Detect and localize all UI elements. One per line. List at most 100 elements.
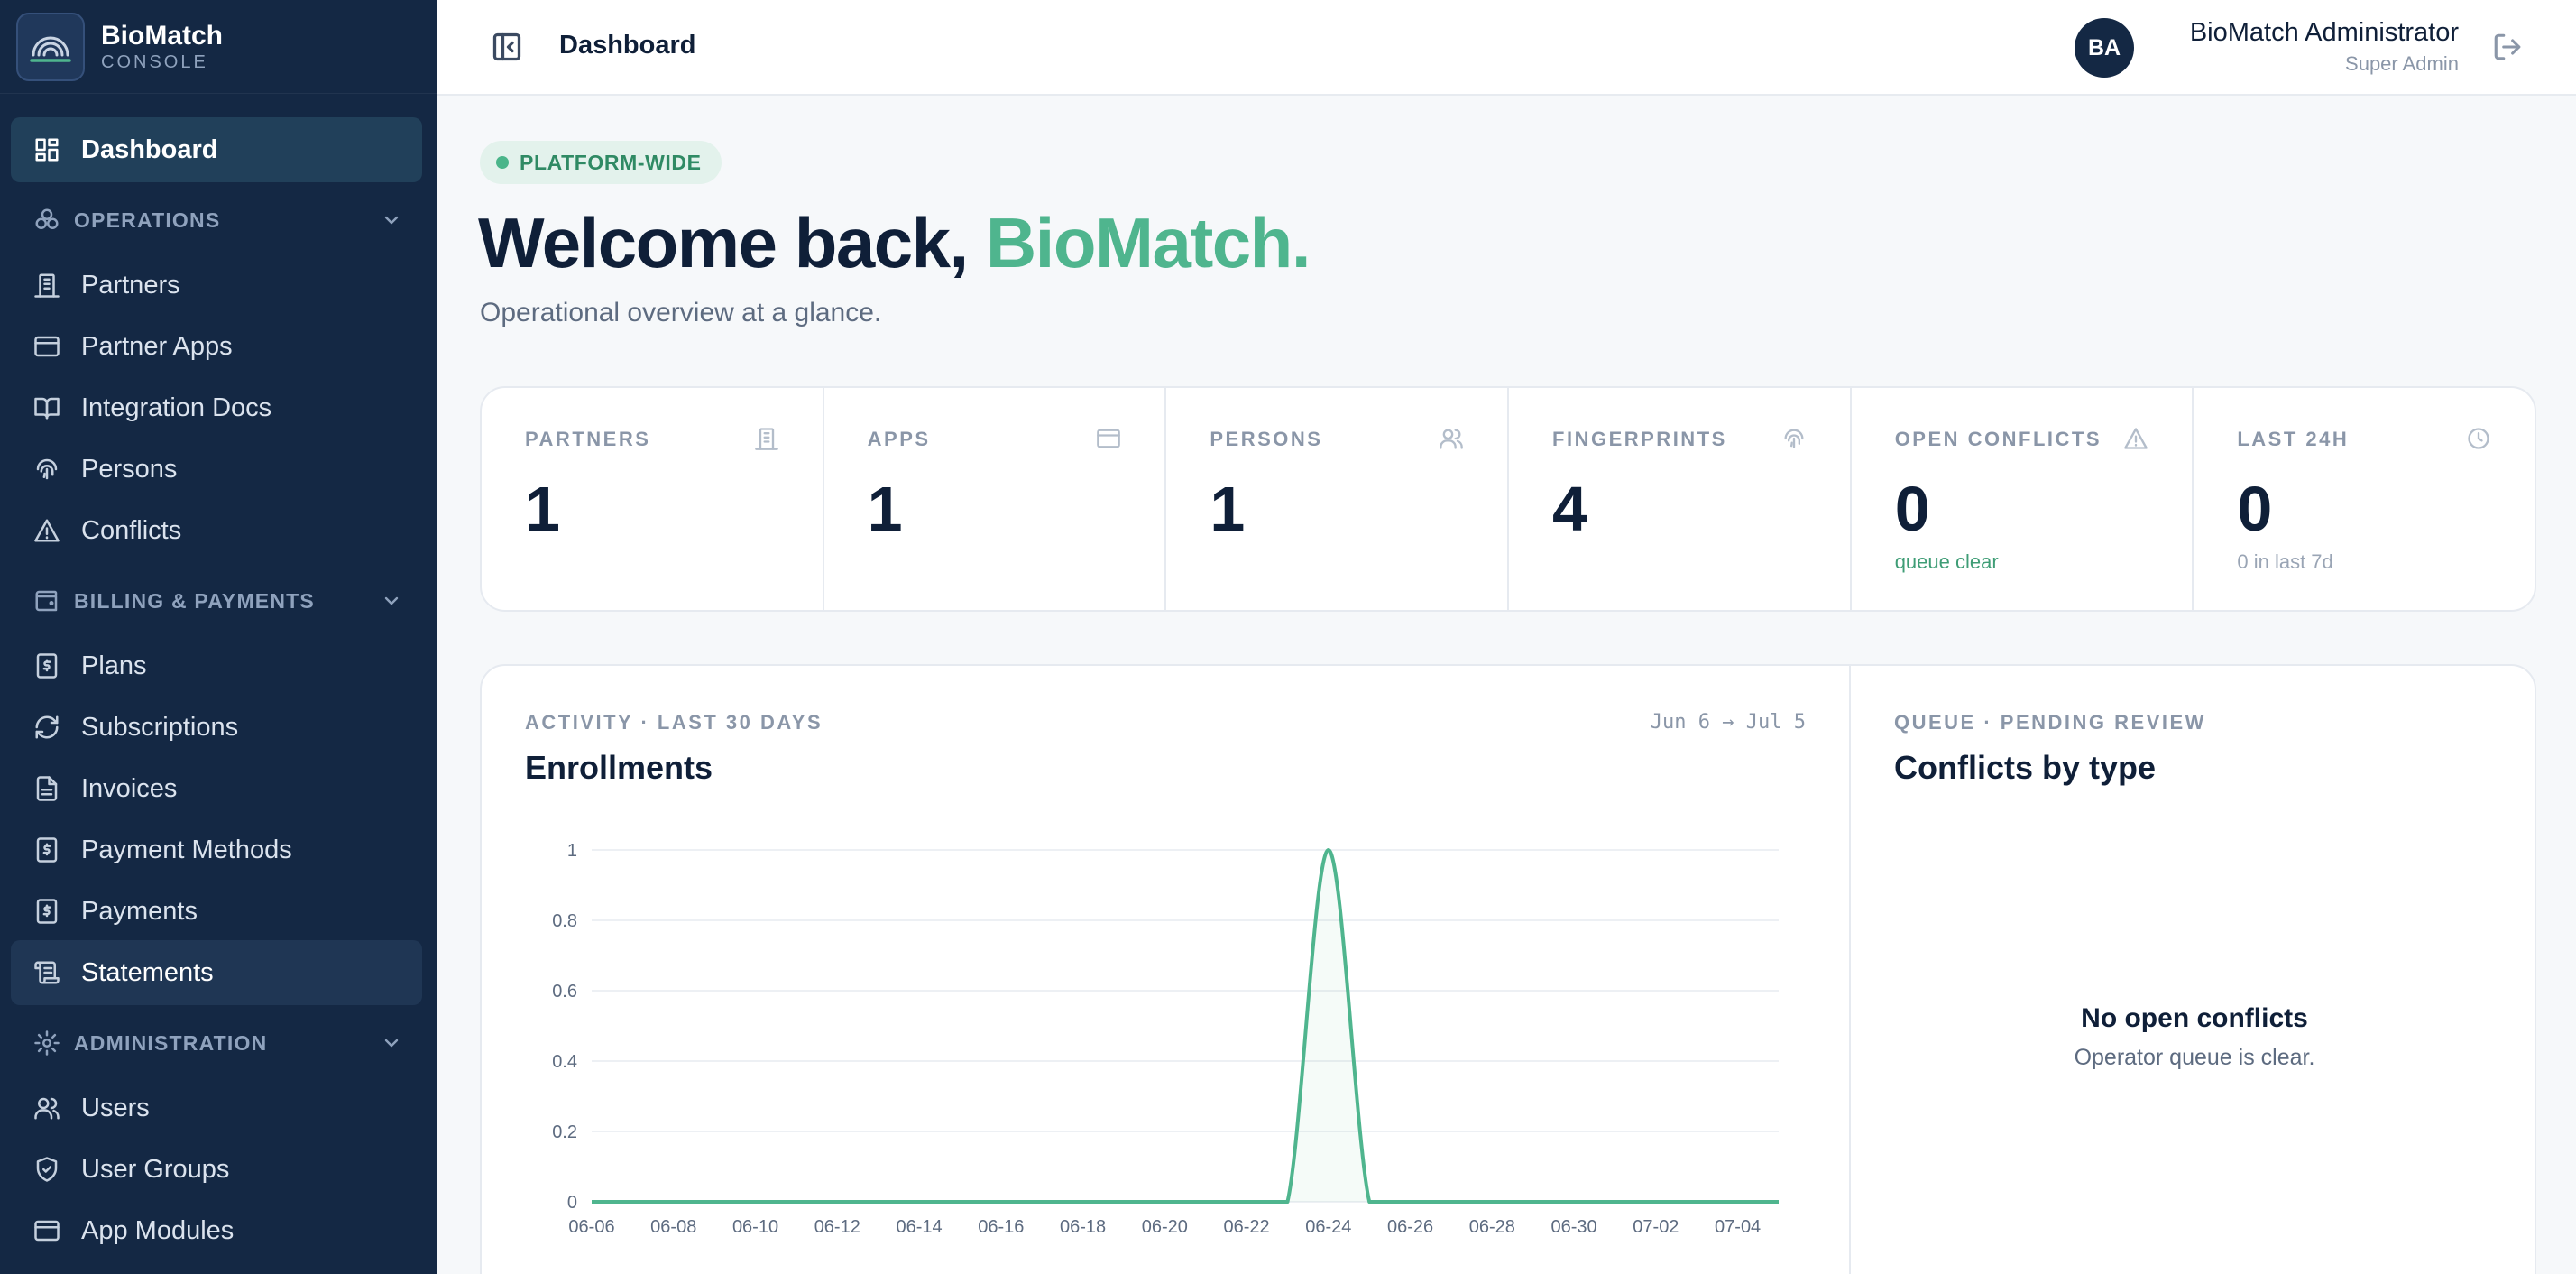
clock-icon xyxy=(2466,426,2491,451)
fingerprint-icon xyxy=(1781,426,1807,451)
sidebar-item-conflicts[interactable]: Conflicts xyxy=(11,498,422,563)
sidebar-item-label: Invoices xyxy=(81,773,178,803)
page-title: Dashboard xyxy=(559,31,696,60)
stat-value: 1 xyxy=(525,474,560,544)
sidebar-item-label: Payment Methods xyxy=(81,835,292,864)
sidebar-item-invoices[interactable]: Invoices xyxy=(11,756,422,821)
sidebar-group-administration[interactable]: ADMINISTRATION xyxy=(11,1016,422,1070)
fingerprint-icon xyxy=(32,455,61,484)
sidebar-item-app-modules[interactable]: App Modules xyxy=(11,1198,422,1263)
sidebar-item-label: Conflicts xyxy=(81,515,182,545)
sidebar-item-persons[interactable]: Persons xyxy=(11,437,422,502)
welcome-prefix: Welcome back, xyxy=(478,203,986,282)
stat-label: LAST 24H xyxy=(2237,428,2350,450)
users-icon xyxy=(32,1094,61,1122)
warning-icon xyxy=(2123,426,2148,451)
sidebar-group-label: ADMINISTRATION xyxy=(74,1030,268,1055)
sidebar-item-partner-apps[interactable]: Partner Apps xyxy=(11,314,422,379)
stat-card-fingerprints[interactable]: FINGERPRINTS 4 xyxy=(1509,388,1852,610)
sidebar-item-payments[interactable]: Payments xyxy=(11,879,422,944)
refresh-icon xyxy=(32,713,61,742)
sidebar-item-partners[interactable]: Partners xyxy=(11,253,422,318)
stat-card-persons[interactable]: PERSONS 1 xyxy=(1166,388,1510,610)
building-icon xyxy=(32,271,61,300)
book-open-icon xyxy=(32,393,61,422)
x-tick-label: 06-22 xyxy=(1223,1217,1269,1237)
sidebar-item-payment-methods[interactable]: Payment Methods xyxy=(11,817,422,882)
sidebar-item-label: Persons xyxy=(81,454,178,484)
empty-state-title: No open conflicts xyxy=(2081,1003,2308,1033)
y-tick-label: 0.8 xyxy=(552,911,577,931)
x-tick-label: 06-08 xyxy=(650,1217,696,1237)
enrollments-chart[interactable]: 0 0.2 0.4 0.6 0.8 1 06-06 06-08 06-10 06-12 06-14 0… xyxy=(482,666,1853,1274)
stat-note: queue clear xyxy=(1894,550,1999,573)
sidebar-item-users[interactable]: Users xyxy=(11,1076,422,1140)
y-tick-label: 0.2 xyxy=(552,1122,577,1142)
scope-badge-label: PLATFORM-WIDE xyxy=(520,150,702,174)
stat-note: 0 in last 7d xyxy=(2237,550,2333,573)
brand-logo-icon xyxy=(16,12,85,81)
dollar-doc-icon xyxy=(32,835,61,864)
empty-state-subtitle: Operator queue is clear. xyxy=(2074,1045,2315,1070)
chevron-down-icon xyxy=(381,590,402,612)
status-dot-icon xyxy=(496,156,509,169)
stat-card-open-conflicts[interactable]: OPEN CONFLICTS 0 queue clear xyxy=(1852,388,2194,610)
y-tick-label: 0 xyxy=(567,1193,577,1213)
shield-check-icon xyxy=(32,1155,61,1184)
file-text-icon xyxy=(32,774,61,803)
stat-value: 4 xyxy=(1552,474,1587,544)
x-tick-label: 07-04 xyxy=(1715,1217,1761,1237)
sidebar-group-billing[interactable]: BILLING & PAYMENTS xyxy=(11,574,422,628)
avatar[interactable]: BA xyxy=(2075,18,2134,78)
sidebar-item-label: Users xyxy=(81,1093,150,1122)
date-range: Jun 6 → Jul 5 xyxy=(1650,711,1806,734)
stat-card-partners[interactable]: PARTNERS 1 xyxy=(482,388,824,610)
brand-subtitle: CONSOLE xyxy=(101,51,208,72)
user-name: BioMatch Administrator xyxy=(2189,18,2459,47)
sidebar-item-integration-docs[interactable]: Integration Docs xyxy=(11,375,422,440)
stat-label: APPS xyxy=(867,428,931,450)
x-tick-label: 07-02 xyxy=(1633,1217,1679,1237)
sidebar-item-subscriptions[interactable]: Subscriptions xyxy=(11,695,422,760)
panel-eyebrow: QUEUE · PENDING REVIEW xyxy=(1894,711,2206,734)
scope-badge: PLATFORM-WIDE xyxy=(480,141,722,184)
x-tick-label: 06-12 xyxy=(814,1217,860,1237)
stat-value: 0 xyxy=(1894,474,1930,544)
sidebar-group-label: OPERATIONS xyxy=(74,208,221,232)
scroll-icon xyxy=(32,958,61,987)
stat-card-last-24h[interactable]: LAST 24H 0 0 in last 7d xyxy=(2194,388,2535,610)
sidebar-group-operations[interactable]: OPERATIONS xyxy=(11,193,422,247)
sidebar-item-dashboard[interactable]: Dashboard xyxy=(11,117,422,182)
panel-left-icon xyxy=(492,32,521,61)
sidebar-item-label: Dashboard xyxy=(81,134,218,164)
series-line xyxy=(592,848,1779,1204)
users-icon xyxy=(1439,426,1464,451)
sidebar-item-label: Payments xyxy=(81,896,198,926)
panel-title: Conflicts by type xyxy=(1894,749,2157,786)
operations-icon xyxy=(32,206,61,235)
window-icon xyxy=(1096,426,1121,451)
x-tick-label: 06-26 xyxy=(1387,1217,1433,1237)
window-icon xyxy=(32,1216,61,1245)
sidebar: BioMatch CONSOLE Dashboard OPERATIONS Pa… xyxy=(0,0,437,1274)
y-tick-label: 0.4 xyxy=(552,1052,577,1072)
sidebar-item-label: User Groups xyxy=(81,1154,230,1184)
chevron-down-icon xyxy=(381,209,402,231)
sidebar-item-label: Subscriptions xyxy=(81,712,239,742)
wallet-icon xyxy=(32,586,61,615)
stat-label: OPEN CONFLICTS xyxy=(1894,428,2102,450)
x-tick-label: 06-30 xyxy=(1551,1217,1597,1237)
sidebar-item-label: Integration Docs xyxy=(81,392,272,422)
top-header: Dashboard BA BioMatch Administrator Supe… xyxy=(437,0,2576,96)
stat-value: 1 xyxy=(867,474,903,544)
sidebar-item-user-groups[interactable]: User Groups xyxy=(11,1137,422,1202)
sidebar-item-statements[interactable]: Statements xyxy=(11,940,422,1005)
gear-icon xyxy=(32,1029,61,1057)
welcome-name: BioMatch. xyxy=(985,203,1311,282)
logout-button[interactable] xyxy=(2489,29,2525,65)
sidebar-toggle-button[interactable] xyxy=(489,29,525,65)
warning-icon xyxy=(32,516,61,545)
brand[interactable]: BioMatch CONSOLE xyxy=(0,0,437,94)
stat-card-apps[interactable]: APPS 1 xyxy=(824,388,1167,610)
sidebar-item-plans[interactable]: Plans xyxy=(11,633,422,698)
